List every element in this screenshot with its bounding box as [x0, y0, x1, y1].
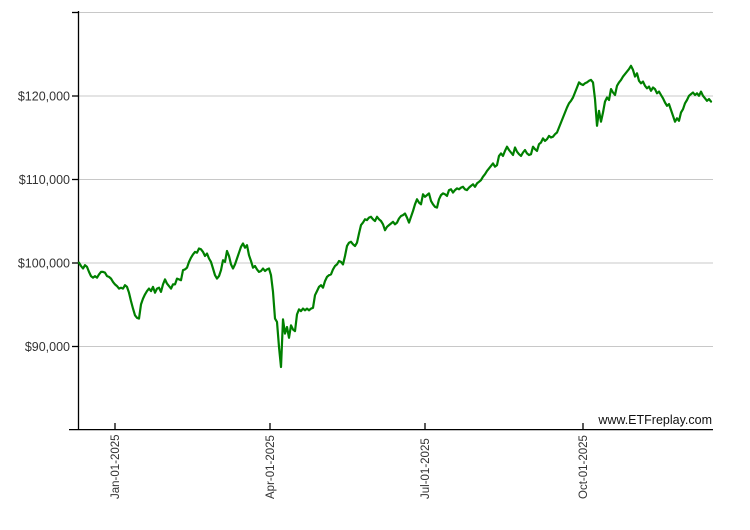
y-axis-ticks — [72, 11, 79, 348]
axes — [69, 11, 713, 431]
x-axis-ticks — [114, 423, 584, 430]
y-axis-label-120000: $120,000 — [18, 90, 70, 104]
y-axis-label-110000: $110,000 — [19, 173, 70, 187]
x-axis-label-apr: Apr-01-2025 — [265, 435, 277, 499]
etfreplay-watermark: www.ETFreplay.com — [597, 413, 712, 427]
y-axis-label-100000: $100,000 — [18, 257, 70, 271]
x-axis-label-jul: Jul-01-2025 — [420, 438, 432, 499]
x-axis-label-jan: Jan-01-2025 — [110, 434, 122, 499]
y-axis-label-90000: $90,000 — [25, 340, 70, 354]
x-axis-label-oct: Oct-01-2025 — [578, 435, 590, 499]
grid-lines — [79, 12, 713, 347]
price-line — [77, 64, 713, 369]
